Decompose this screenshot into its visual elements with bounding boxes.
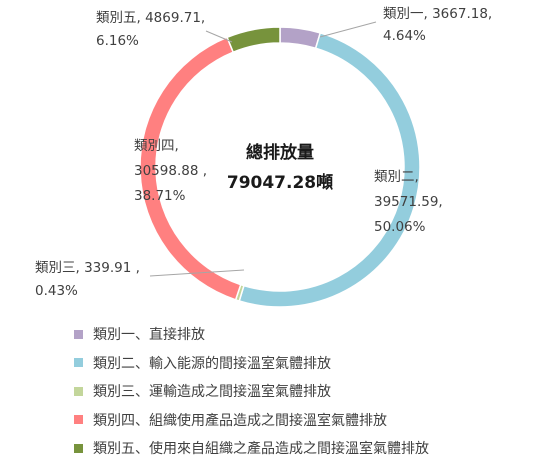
legend-label: 類別二、輸入能源的間接溫室氣體排放 [93,355,331,372]
data-label-category-3: 0.43% [35,283,78,299]
leader-line [319,21,377,38]
legend-label: 類別一、直接排放 [93,327,205,344]
data-label-category-2: 類別二, [374,169,419,185]
legend-swatch [74,329,83,339]
legend-item: 類別一、直接排放 [74,320,429,349]
legend-label: 類別四、組織使用產品造成之間接溫室氣體排放 [93,412,387,429]
center-title: 總排放量 [246,142,314,163]
legend-item: 類別三、運輸造成之間接溫室氣體排放 [74,377,429,406]
data-label-category-4: 30598.88 , [134,163,207,179]
data-label-category-4: 類別四, [134,138,179,154]
leader-line [149,269,245,277]
data-labels: 類別一, 3667.18, 4.64% 類別二, 39571.59, 50.06% 類別三… [35,6,492,299]
legend-swatch [74,386,83,396]
legend-item: 類別五、使用來自組織之產品造成之間接溫室氣體排放 [74,434,429,463]
donut-slice-category-5 [226,26,281,54]
data-label-category-2: 50.06% [374,219,426,235]
legend-label: 類別三、運輸造成之間接溫室氣體排放 [93,384,331,401]
legend-swatch [74,415,83,425]
legend-swatch [74,358,83,368]
legend-label: 類別五、使用來自組織之產品造成之間接溫室氣體排放 [93,441,429,458]
legend-item: 類別二、輸入能源的間接溫室氣體排放 [74,349,429,378]
data-label-category-5: 類別五, 4869.71, [96,10,205,26]
legend: 類別一、直接排放 類別二、輸入能源的間接溫室氣體排放 類別三、運輸造成之間接溫室… [74,320,429,463]
data-label-category-3: 類別三, 339.91 , [35,260,140,276]
center-total: 79047.28噸 [227,172,333,193]
legend-swatch [74,443,83,453]
donut-slice-category-1 [279,26,322,50]
data-label-category-2: 39571.59, [374,194,443,210]
data-label-category-1: 4.64% [383,28,426,44]
data-label-category-4: 38.71% [134,188,186,204]
donut-slices [139,26,421,308]
leader-line [205,30,233,43]
data-label-category-5: 6.16% [96,33,139,49]
legend-item: 類別四、組織使用產品造成之間接溫室氣體排放 [74,406,429,435]
leader-lines [149,21,377,277]
data-label-category-1: 類別一, 3667.18, [383,6,492,22]
